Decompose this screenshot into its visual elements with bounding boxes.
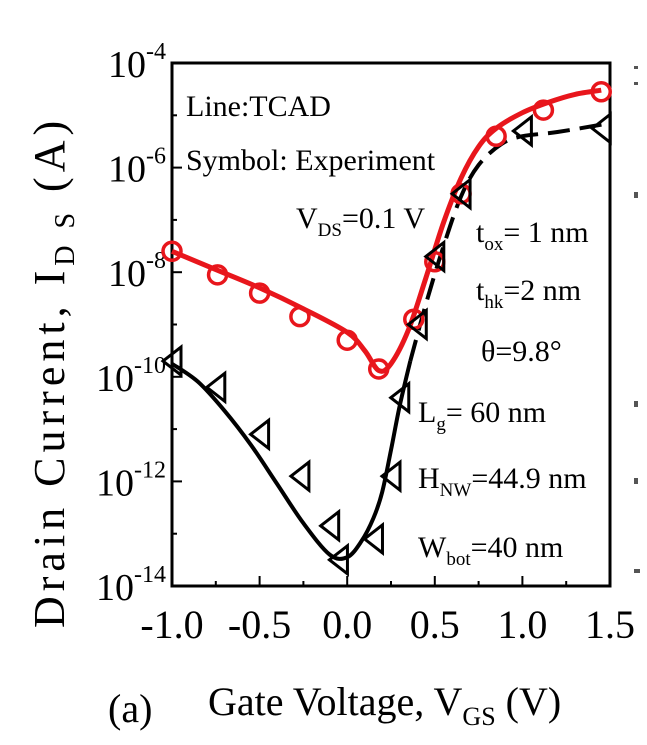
x-tick-label: 0.5 xyxy=(410,602,460,647)
edge-fragment xyxy=(634,192,638,198)
experiment-point xyxy=(590,81,612,103)
tcad-line xyxy=(170,360,413,561)
experiment-point xyxy=(288,459,311,494)
experiment-point xyxy=(206,264,229,286)
edge-fragment xyxy=(634,66,638,69)
edge-fragment xyxy=(634,478,638,484)
experiment-point xyxy=(388,380,411,415)
experiment-point xyxy=(160,344,183,379)
x-tick-label: 1.5 xyxy=(585,602,635,647)
x-tick-label: 1.0 xyxy=(497,602,547,647)
experiment-point xyxy=(204,370,227,405)
vds-annotation: VDS=0.1 V xyxy=(296,202,425,241)
plot-frame xyxy=(170,61,612,588)
x-tick-labels: -1.0 -0.5 0.0 0.5 1.0 1.5 xyxy=(140,602,635,647)
x-tick-label: -1.0 xyxy=(140,602,203,647)
axis-ticks xyxy=(171,62,611,587)
y-tick-label: 10-8 xyxy=(108,248,166,295)
y-tick-label: 10-14 xyxy=(96,562,166,609)
theta-annotation: θ=9.8° xyxy=(481,335,562,368)
hnw-annotation: HNW=44.9 nm xyxy=(418,462,587,501)
experiment-point xyxy=(362,521,384,556)
experiment-point xyxy=(379,459,402,494)
experiment-point xyxy=(248,282,271,304)
experiment-point xyxy=(289,305,311,328)
experiment-point xyxy=(336,329,358,351)
y-tick-label: 10-4 xyxy=(108,39,166,86)
y-tick-label: 10-10 xyxy=(96,353,166,400)
tcad-line xyxy=(408,121,611,362)
y-tick-label: 10-12 xyxy=(96,457,166,504)
experiment-point xyxy=(589,111,612,146)
experiment-point xyxy=(326,542,349,577)
symbol-experiment-label: Symbol: Experiment xyxy=(186,144,436,177)
edge-fragment xyxy=(634,82,638,85)
x-tick-label: 0.0 xyxy=(322,602,372,647)
lg-annotation: Lg= 60 nm xyxy=(418,396,546,435)
experiment-point xyxy=(532,99,555,121)
experiment-point xyxy=(510,113,533,149)
wbot-annotation: Wbot=40 nm xyxy=(418,531,563,570)
experiment-point xyxy=(161,240,183,263)
experiment-point xyxy=(405,307,428,342)
edge-fragment xyxy=(634,569,640,573)
experiment-point xyxy=(423,239,446,274)
panel-label: (a) xyxy=(108,686,152,731)
experiment-point xyxy=(449,176,472,211)
line-tcad-label: Line:TCAD xyxy=(186,90,331,123)
experiment-point xyxy=(318,508,341,543)
y-tick-label: 10-6 xyxy=(108,144,166,191)
experiment-point xyxy=(248,417,271,452)
x-axis-label: Gate Voltage, VGS (V) xyxy=(208,679,561,731)
experiment-point xyxy=(485,125,507,147)
series-markers xyxy=(160,81,612,577)
thk-annotation: thk=2 nm xyxy=(476,274,581,313)
y-tick-labels: 10-4 10-6 10-8 10-10 10-12 10-14 xyxy=(96,39,166,609)
tox-annotation: tox= 1 nm xyxy=(476,216,589,255)
experiment-point xyxy=(367,358,390,380)
x-tick-label: -0.5 xyxy=(228,602,291,647)
edge-fragment xyxy=(634,401,638,407)
y-axis-label: Drain Current, ID S (A) xyxy=(25,116,81,628)
